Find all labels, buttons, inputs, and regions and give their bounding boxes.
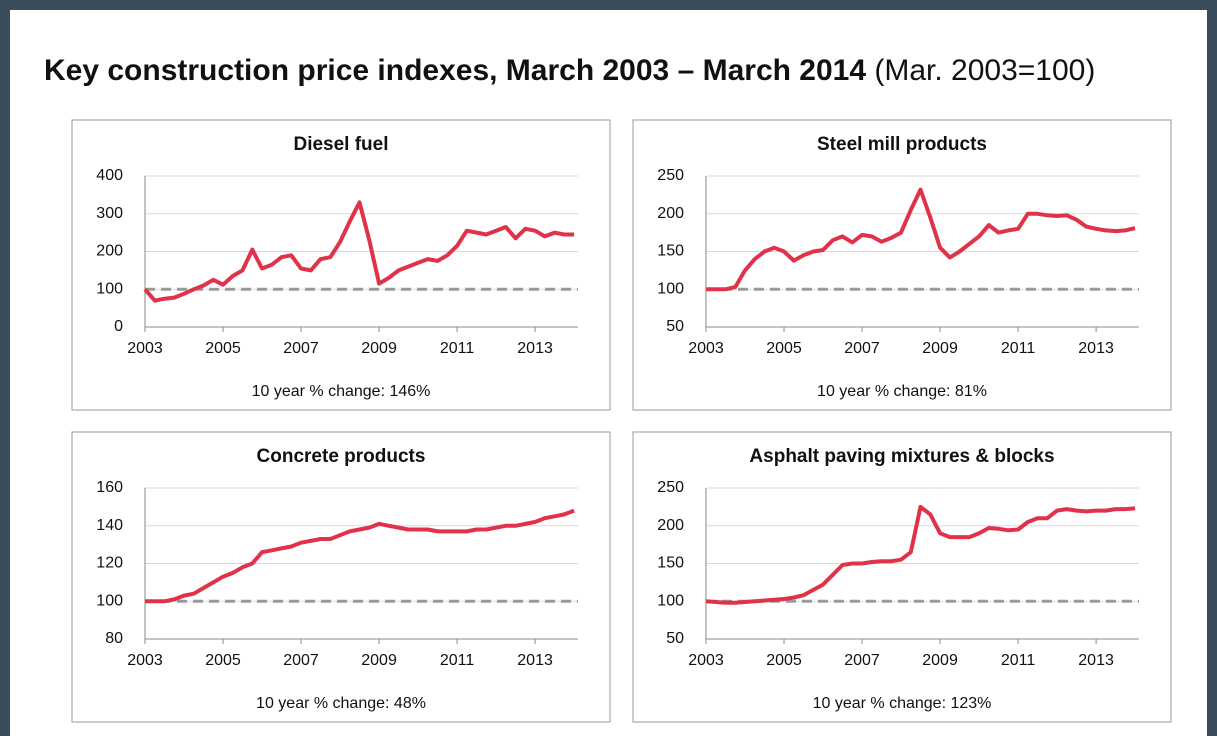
chart-title: Asphalt paving mixtures & blocks	[749, 446, 1054, 467]
panel	[632, 119, 1172, 411]
x-tick-label: 2007	[283, 340, 319, 357]
y-tick-label: 50	[666, 318, 684, 335]
data-line	[143, 200, 575, 303]
chart-note: 10 year % change: 123%	[813, 695, 992, 712]
x-tick-label: 2005	[766, 340, 802, 357]
x-tick-label: 2011	[1001, 340, 1036, 357]
y-tick-label: 100	[96, 280, 123, 297]
y-tick-label: 100	[96, 592, 123, 609]
x-tick-label: 2009	[361, 340, 397, 357]
title-sub: (Mar. 2003=100)	[874, 54, 1096, 87]
chart-title: Diesel fuel	[293, 134, 388, 155]
x-tick-label: 2011	[440, 652, 475, 669]
y-tick-label: 200	[96, 243, 123, 260]
y-tick-label: 120	[96, 555, 123, 572]
x-tick-label: 2005	[205, 340, 241, 357]
y-tick-label: 300	[96, 205, 123, 222]
y-tick-label: 100	[657, 592, 684, 609]
y-tick-label: 200	[657, 205, 684, 222]
panel	[632, 431, 1172, 723]
x-tick-label: 2007	[844, 652, 880, 669]
y-tick-label: 400	[96, 167, 123, 184]
y-tick-label: 250	[657, 479, 684, 496]
slide-title: Key construction price indexes, March 20…	[44, 54, 1095, 88]
y-tick-label: 80	[105, 630, 123, 647]
chart-note: 10 year % change: 48%	[256, 695, 426, 712]
y-tick-label: 200	[657, 517, 684, 534]
x-tick-label: 2011	[440, 340, 475, 357]
chart-note: 10 year % change: 146%	[252, 383, 431, 400]
x-tick-label: 2013	[517, 652, 553, 669]
x-tick-label: 2013	[1078, 652, 1114, 669]
data-line	[145, 508, 575, 604]
y-tick-label: 50	[666, 630, 684, 647]
x-tick-label: 2005	[205, 652, 241, 669]
x-tick-label: 2003	[688, 340, 724, 357]
x-tick-label: 2003	[127, 340, 163, 357]
y-tick-label: 160	[96, 479, 123, 496]
x-tick-label: 2009	[361, 652, 397, 669]
x-tick-label: 2007	[844, 340, 880, 357]
panel	[71, 431, 611, 723]
x-tick-label: 2007	[283, 652, 319, 669]
data-line	[705, 504, 1136, 605]
title-main: Key construction price indexes, March 20…	[44, 54, 867, 87]
data-line	[706, 187, 1136, 292]
x-tick-label: 2013	[1078, 340, 1114, 357]
x-tick-label: 2003	[127, 652, 163, 669]
y-tick-label: 250	[657, 167, 684, 184]
x-tick-label: 2013	[517, 340, 553, 357]
y-tick-label: 0	[114, 318, 123, 335]
x-tick-label: 2009	[922, 652, 958, 669]
x-tick-label: 2003	[688, 652, 724, 669]
y-tick-label: 100	[657, 280, 684, 297]
chart-title: Steel mill products	[817, 134, 987, 155]
y-tick-label: 150	[657, 555, 684, 572]
panel	[71, 119, 611, 411]
chart-title: Concrete products	[257, 446, 426, 467]
x-tick-label: 2011	[1001, 652, 1036, 669]
x-tick-label: 2005	[766, 652, 802, 669]
chart-note: 10 year % change: 81%	[817, 383, 987, 400]
y-tick-label: 150	[657, 243, 684, 260]
x-tick-label: 2009	[922, 340, 958, 357]
y-tick-label: 140	[96, 517, 123, 534]
